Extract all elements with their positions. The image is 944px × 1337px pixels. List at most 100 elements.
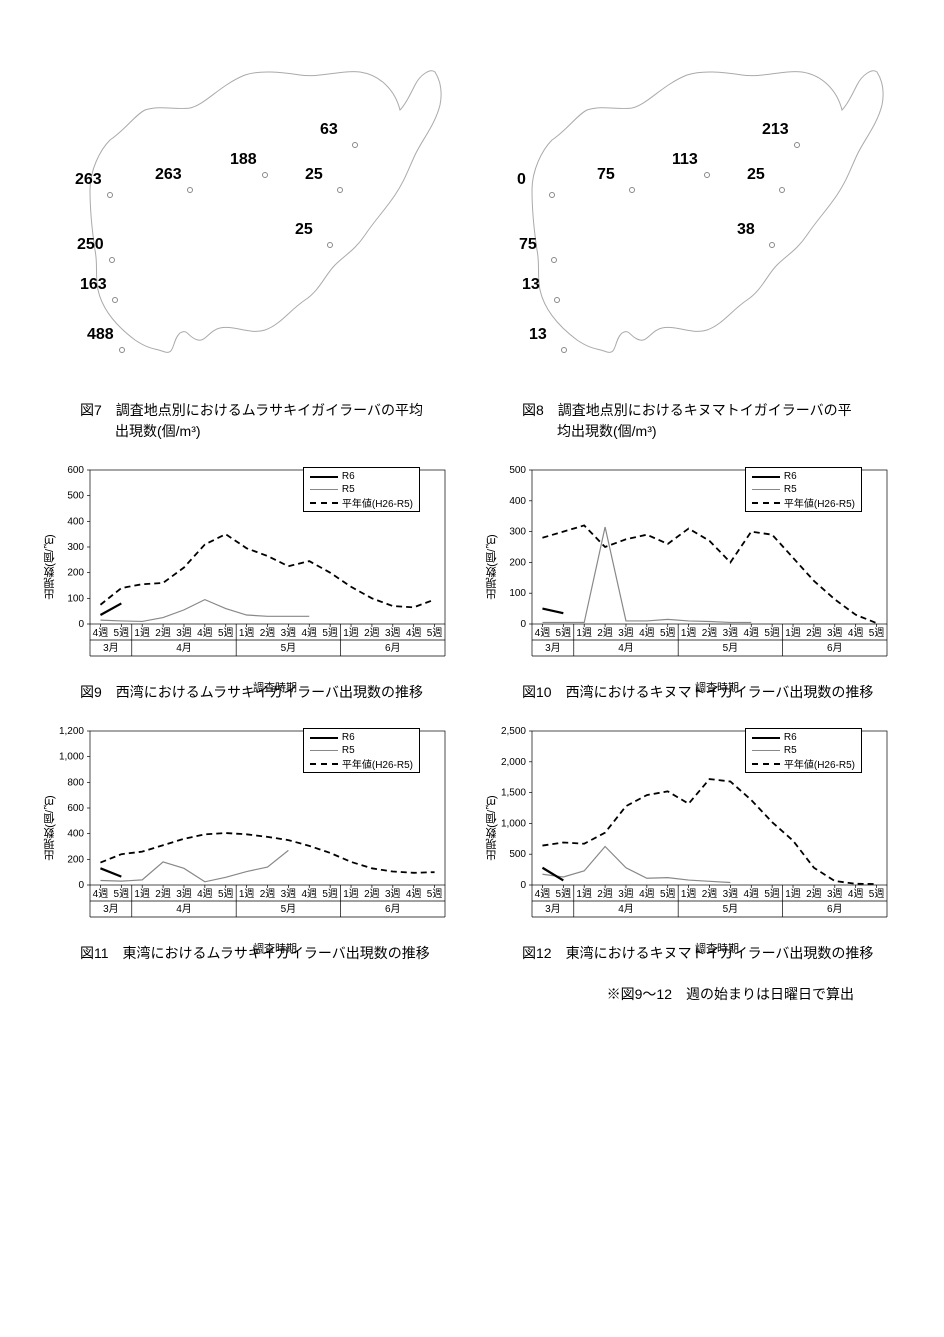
- map-point-value: 213: [762, 121, 789, 139]
- map-point-value: 38: [737, 221, 755, 239]
- svg-text:4週: 4週: [197, 888, 213, 900]
- map-point-value: 0: [517, 171, 526, 189]
- chart-legend: R6 R5 平年値(H26-R5): [303, 728, 420, 773]
- svg-text:0: 0: [78, 619, 84, 630]
- svg-text:6月: 6月: [385, 642, 401, 654]
- svg-text:4週: 4週: [197, 627, 213, 639]
- svg-text:2,000: 2,000: [501, 757, 526, 768]
- map-point-marker: [262, 172, 268, 178]
- svg-text:3週: 3週: [723, 888, 739, 900]
- svg-text:4週: 4週: [639, 888, 655, 900]
- y-axis-label: 出現数(個/㎡): [484, 795, 500, 860]
- svg-text:5週: 5週: [322, 888, 338, 900]
- map-point-marker: [794, 142, 800, 148]
- svg-text:800: 800: [67, 777, 84, 788]
- chart-fig12: 05001,0001,5002,0002,5004週5週1週2週3週4週5週1週…: [482, 723, 902, 933]
- x-axis-label: 調査時期: [90, 940, 460, 956]
- svg-text:600: 600: [67, 465, 84, 476]
- svg-text:5月: 5月: [723, 642, 739, 654]
- svg-text:5週: 5週: [869, 888, 885, 900]
- svg-text:400: 400: [67, 829, 84, 840]
- x-axis-label: 調査時期: [532, 940, 902, 956]
- svg-text:4週: 4週: [535, 888, 551, 900]
- svg-text:1,000: 1,000: [501, 818, 526, 829]
- svg-text:5月: 5月: [723, 903, 739, 915]
- map-point-marker: [352, 142, 358, 148]
- chart-fig9: 01002003004005006004週5週1週2週3週4週5週1週2週3週4…: [40, 462, 460, 672]
- x-axis-label: 調査時期: [90, 679, 460, 695]
- map-point-marker: [337, 187, 343, 193]
- map-point-marker: [704, 172, 710, 178]
- chart-legend: R6 R5 平年値(H26-R5): [745, 467, 862, 512]
- map-point-value: 63: [320, 121, 338, 139]
- svg-text:4月: 4月: [618, 903, 634, 915]
- map-point-value: 13: [529, 326, 547, 344]
- svg-text:2週: 2週: [155, 627, 171, 639]
- svg-text:4月: 4月: [176, 642, 192, 654]
- svg-text:500: 500: [67, 491, 84, 502]
- svg-text:5週: 5週: [218, 627, 234, 639]
- svg-text:5週: 5週: [322, 627, 338, 639]
- map-point-value: 25: [305, 166, 323, 184]
- svg-text:4週: 4週: [406, 627, 422, 639]
- svg-text:3月: 3月: [103, 642, 119, 654]
- svg-text:1週: 1週: [576, 888, 592, 900]
- svg-text:5週: 5週: [556, 888, 572, 900]
- svg-text:2週: 2週: [702, 627, 718, 639]
- svg-text:1週: 1週: [785, 627, 801, 639]
- svg-text:4週: 4週: [639, 627, 655, 639]
- map-point-marker: [551, 257, 557, 263]
- svg-text:4週: 4週: [93, 888, 109, 900]
- map-point-marker: [112, 297, 118, 303]
- svg-text:1週: 1週: [343, 627, 359, 639]
- svg-text:6月: 6月: [827, 642, 843, 654]
- chart-fig10: 01002003004005004週5週1週2週3週4週5週1週2週3週4週5週…: [482, 462, 902, 672]
- map-point-value: 163: [80, 276, 107, 294]
- svg-text:6月: 6月: [827, 903, 843, 915]
- svg-text:200: 200: [67, 568, 84, 579]
- svg-text:1週: 1週: [681, 627, 697, 639]
- svg-text:400: 400: [509, 496, 526, 507]
- map-point-marker: [107, 192, 113, 198]
- svg-text:3週: 3週: [385, 888, 401, 900]
- y-axis-label: 出現数(個/㎡): [484, 534, 500, 599]
- svg-text:3週: 3週: [723, 627, 739, 639]
- svg-text:2週: 2週: [597, 888, 613, 900]
- svg-text:2週: 2週: [155, 888, 171, 900]
- svg-text:5週: 5週: [218, 888, 234, 900]
- svg-text:0: 0: [78, 880, 84, 891]
- svg-text:1週: 1週: [681, 888, 697, 900]
- map-point-value: 13: [522, 276, 540, 294]
- svg-text:4週: 4週: [406, 888, 422, 900]
- svg-text:5週: 5週: [764, 888, 780, 900]
- svg-text:300: 300: [67, 542, 84, 553]
- map-point-marker: [119, 347, 125, 353]
- svg-text:5週: 5週: [869, 627, 885, 639]
- svg-text:5月: 5月: [281, 903, 297, 915]
- y-axis-label: 出現数(個/㎡): [42, 534, 58, 599]
- map-fig8: 0751132132538751313: [482, 50, 902, 390]
- svg-text:3週: 3週: [176, 627, 192, 639]
- x-axis-label: 調査時期: [532, 679, 902, 695]
- svg-text:2週: 2週: [597, 627, 613, 639]
- map-point-marker: [109, 257, 115, 263]
- svg-text:2週: 2週: [364, 888, 380, 900]
- svg-text:5週: 5週: [427, 627, 443, 639]
- svg-text:2週: 2週: [260, 888, 276, 900]
- svg-text:4月: 4月: [176, 903, 192, 915]
- map-point-value: 25: [295, 221, 313, 239]
- svg-text:600: 600: [67, 803, 84, 814]
- svg-text:3月: 3月: [103, 903, 119, 915]
- svg-text:400: 400: [67, 516, 84, 527]
- map-point-marker: [187, 187, 193, 193]
- svg-text:1週: 1週: [134, 888, 150, 900]
- map-fig7: 263263188632525250163488: [40, 50, 460, 390]
- map-point-value: 263: [75, 171, 102, 189]
- y-axis-label: 出現数(個/㎡): [42, 795, 58, 860]
- map-point-marker: [769, 242, 775, 248]
- svg-text:100: 100: [67, 593, 84, 604]
- chart-legend: R6 R5 平年値(H26-R5): [745, 728, 862, 773]
- svg-text:1週: 1週: [134, 627, 150, 639]
- map-point-value: 250: [77, 236, 104, 254]
- svg-text:5週: 5週: [114, 888, 130, 900]
